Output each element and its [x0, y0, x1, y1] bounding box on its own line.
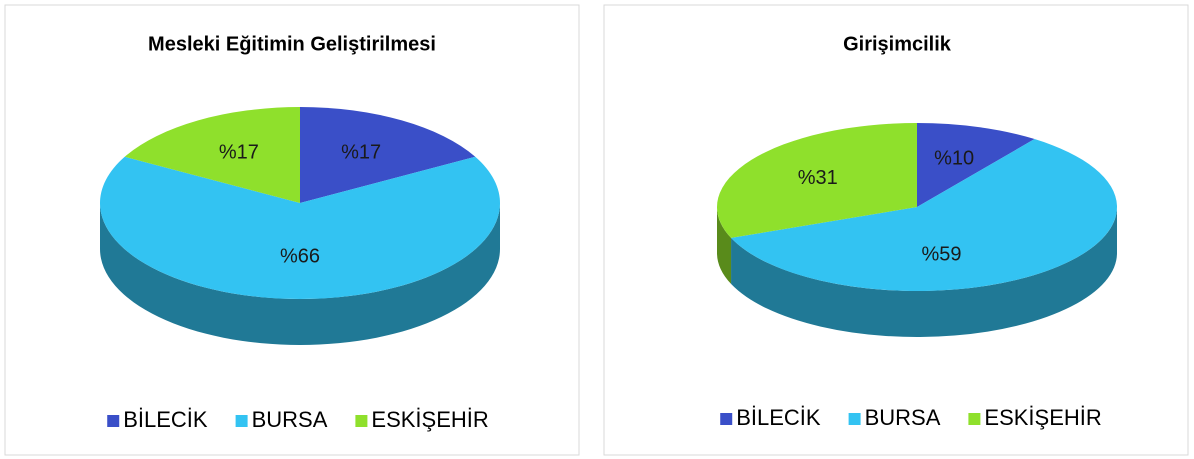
data-label: %59 [922, 244, 962, 266]
pie-slice [716, 123, 917, 238]
data-label: %31 [798, 167, 838, 189]
pie-slice [300, 107, 476, 203]
legend-label: ESKİŞEHİR [984, 405, 1101, 430]
pie-slice [100, 156, 500, 299]
pie-top [100, 156, 500, 299]
pie-top [731, 139, 1117, 292]
pie-slice [124, 107, 300, 203]
pie-sides [100, 203, 500, 345]
pie-top [716, 123, 917, 238]
data-label: %17 [341, 142, 381, 164]
pie-top [300, 107, 476, 203]
data-label: %66 [280, 245, 320, 267]
legend-swatch [235, 415, 248, 427]
pie-side [731, 207, 1117, 338]
pie-side [100, 203, 500, 345]
legend-label: BİLECİK [123, 407, 208, 432]
pie-slice [917, 123, 1035, 207]
chart-title: Mesleki Eğitimin Geliştirilmesi [148, 33, 436, 55]
data-label: %10 [934, 147, 974, 169]
data-label: %17 [219, 142, 259, 164]
pie-sides [717, 207, 1117, 338]
pie-slice-side [100, 203, 500, 345]
legend-swatch [107, 415, 120, 427]
legend-label: ESKİŞEHİR [371, 407, 488, 432]
pie-slice-side [717, 207, 732, 284]
legend-swatch [720, 413, 733, 425]
pie-slice-side [731, 207, 1117, 338]
legend-label: BİLECİK [736, 405, 821, 430]
legend: BİLECİK BURSA ESKİŞEHİR [107, 407, 489, 432]
legend-swatch [968, 413, 981, 425]
legend-swatch [355, 415, 368, 427]
legend-swatch [848, 413, 861, 425]
legend-label: BURSA [865, 405, 941, 430]
pie-top [124, 107, 300, 203]
legend: BİLECİK BURSA ESKİŞEHİR [720, 405, 1102, 430]
pie-top [917, 123, 1035, 207]
pie-side [717, 207, 732, 284]
legend-label: BURSA [252, 407, 328, 432]
pie-slice [731, 139, 1117, 292]
chart-title: Girişimcilik [843, 33, 952, 55]
